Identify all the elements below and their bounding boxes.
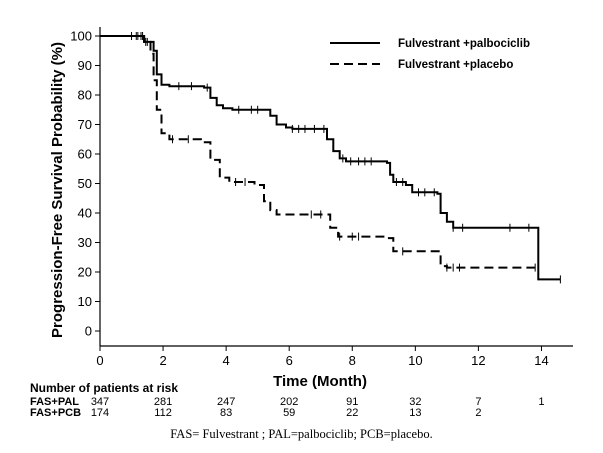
y-tick-label: 70 bbox=[78, 117, 92, 132]
footnote: FAS= Fulvestrant ; PAL=palbociclib; PCB=… bbox=[0, 427, 603, 442]
at-risk-value: 347 bbox=[91, 396, 109, 408]
at-risk-value: 13 bbox=[409, 407, 421, 419]
at-risk-value: 281 bbox=[154, 396, 172, 408]
at-risk-row-label: FAS+PAL bbox=[30, 396, 79, 408]
at-risk-value: 91 bbox=[346, 396, 358, 408]
y-tick-label: 50 bbox=[78, 176, 92, 191]
footnote-text: FAS= Fulvestrant ; PAL=palbociclib; PCB=… bbox=[170, 427, 433, 441]
at-risk-value: 112 bbox=[154, 407, 172, 419]
y-tick-label: 20 bbox=[78, 265, 92, 280]
y-tick-label: 0 bbox=[85, 324, 92, 339]
x-tick-label: 4 bbox=[223, 353, 230, 368]
y-tick-label: 100 bbox=[70, 29, 92, 44]
y-axis-ticks: 0 10 20 30 40 50 60 70 80 90 100 bbox=[70, 29, 100, 339]
at-risk-value: 247 bbox=[217, 396, 235, 408]
at-risk-value: 32 bbox=[409, 396, 421, 408]
plot-frame bbox=[99, 27, 573, 347]
y-tick-label: 80 bbox=[78, 88, 92, 103]
at-risk-value: 2 bbox=[475, 407, 481, 419]
survival-curves bbox=[100, 35, 561, 281]
legend-label-1: Fulvestrant +palbociclib bbox=[398, 38, 530, 50]
y-axis-label: Progression-Free Survival Probability (%… bbox=[49, 42, 66, 338]
at-risk-table: FAS+PAL 347 281 247 202 91 32 7 1 FAS+PCB 174 112 83… bbox=[30, 396, 545, 419]
x-axis-ticks: 0 2 4 6 8 10 12 14 bbox=[96, 346, 549, 368]
y-tick-label: 60 bbox=[78, 147, 92, 162]
at-risk-row-label: FAS+PCB bbox=[30, 407, 81, 419]
y-tick-label: 90 bbox=[78, 58, 92, 73]
at-risk-value: 22 bbox=[346, 407, 358, 419]
at-risk-value: 202 bbox=[280, 396, 298, 408]
at-risk-value: 59 bbox=[283, 407, 295, 419]
x-tick-label: 14 bbox=[534, 353, 548, 368]
x-tick-label: 6 bbox=[286, 353, 293, 368]
x-axis-label: Time (Month) bbox=[273, 373, 367, 390]
at-risk-value: 1 bbox=[538, 396, 544, 408]
at-risk-value: 83 bbox=[220, 407, 232, 419]
series-line-1 bbox=[100, 35, 561, 281]
at-risk-value: 7 bbox=[475, 396, 481, 408]
x-tick-label: 12 bbox=[471, 353, 485, 368]
legend: Fulvestrant +palbociclib Fulvestrant +pla… bbox=[330, 38, 530, 71]
y-tick-label: 10 bbox=[78, 294, 92, 309]
x-tick-label: 8 bbox=[349, 353, 356, 368]
y-tick-label: 40 bbox=[78, 206, 92, 221]
at-risk-title: Number of patients at risk bbox=[30, 381, 178, 395]
censor-marks bbox=[131, 32, 561, 284]
series-line-2 bbox=[100, 35, 536, 269]
legend-label-2: Fulvestrant +placebo bbox=[398, 59, 513, 71]
x-tick-label: 0 bbox=[96, 353, 103, 368]
x-tick-label: 2 bbox=[159, 353, 166, 368]
y-tick-label: 30 bbox=[78, 235, 92, 250]
x-tick-label: 10 bbox=[408, 353, 422, 368]
at-risk-value: 174 bbox=[91, 407, 109, 419]
